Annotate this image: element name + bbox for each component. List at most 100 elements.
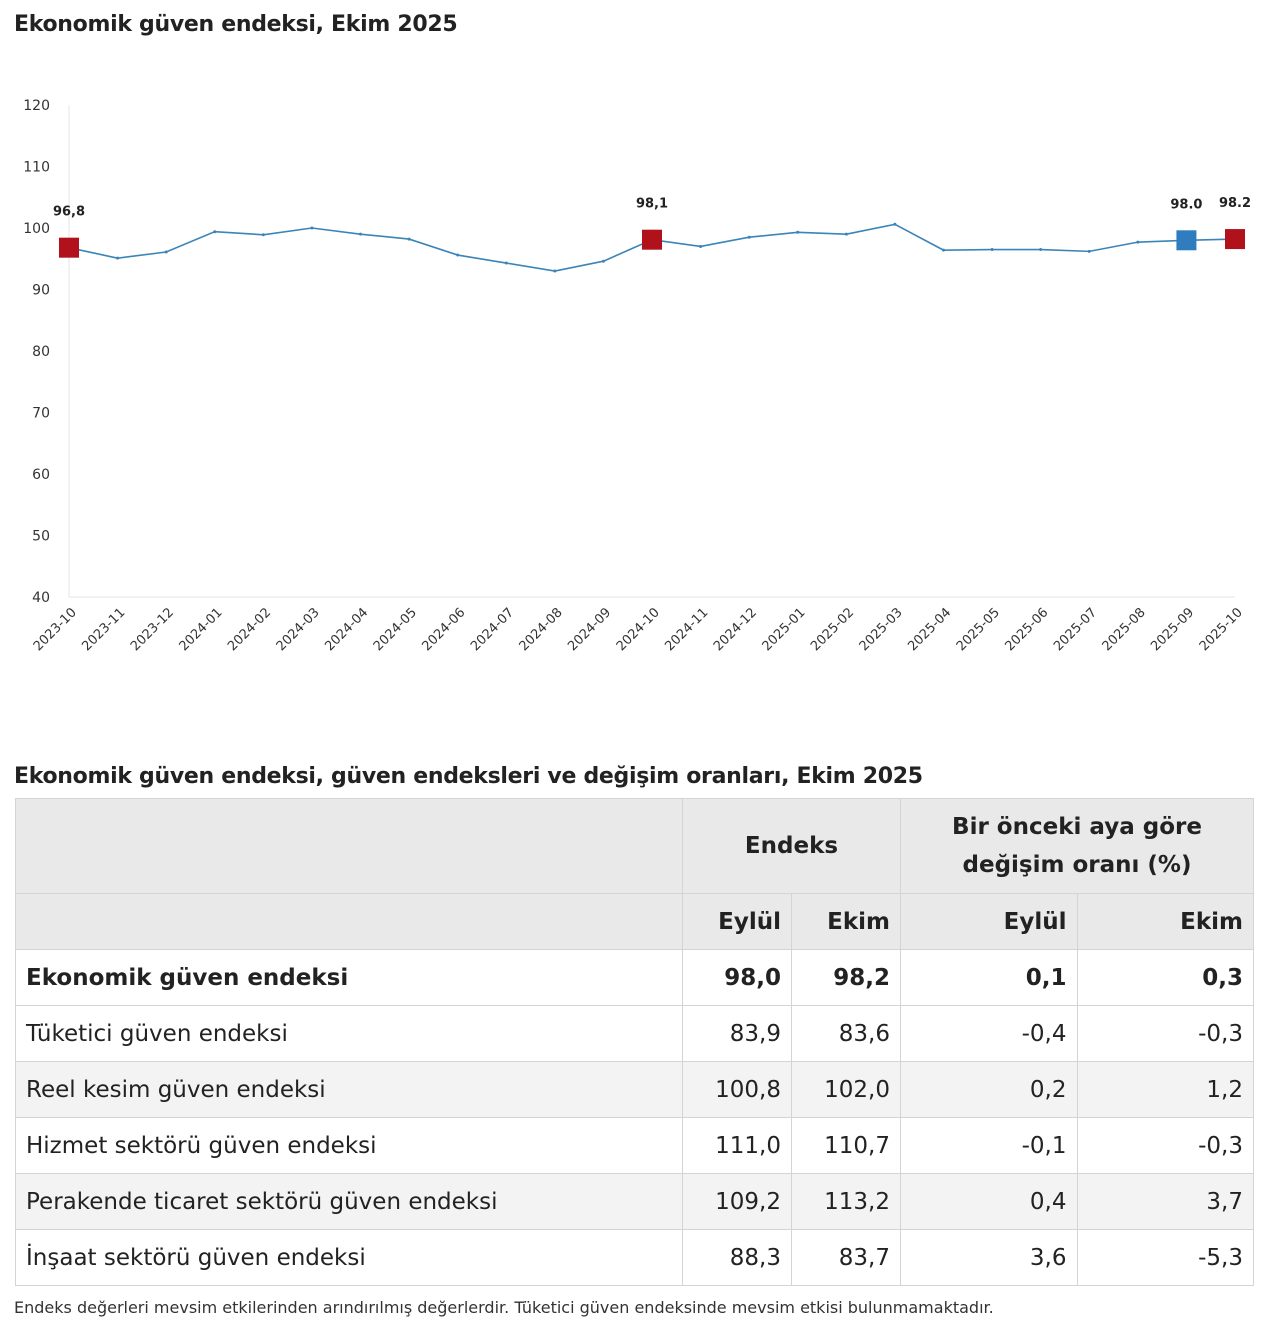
cell-label: Perakende ticaret sektörü güven endeksi <box>15 1173 683 1230</box>
footnote: Endeks değerleri mevsim etkilerinden arı… <box>14 1298 994 1317</box>
x-tick-label: 2023-12 <box>128 605 177 654</box>
x-tick-label: 2024-03 <box>274 605 323 654</box>
table-row: Hizmet sektörü güven endeksi 111,0 110,7 -0… <box>15 1117 1254 1174</box>
data-point <box>844 232 848 236</box>
y-tick-label: 60 <box>32 467 50 483</box>
cell-value: 3,6 <box>900 1229 1078 1286</box>
cell-value: -0,1 <box>900 1117 1078 1174</box>
y-tick-label: 90 <box>32 283 50 299</box>
y-tick-label: 70 <box>32 406 50 422</box>
cell-label: İnşaat sektörü güven endeksi <box>15 1229 683 1286</box>
cell-value: 88,3 <box>682 1229 792 1286</box>
data-label: 98,1 <box>636 197 668 212</box>
header-endeks: Endeks <box>682 798 901 894</box>
cell-value: 98,2 <box>791 949 901 1006</box>
cell-value: 83,7 <box>791 1229 901 1286</box>
cell-value: 110,7 <box>791 1117 901 1174</box>
cell-label: Reel kesim güven endeksi <box>15 1061 683 1118</box>
header-change: Bir önceki aya göre değişim oranı (%) <box>900 798 1254 894</box>
x-tick-label: 2024-04 <box>322 605 371 654</box>
data-point <box>942 248 945 252</box>
x-tick-label: 2024-11 <box>662 605 711 654</box>
x-tick-label: 2025-06 <box>1002 605 1051 654</box>
cell-value: 109,2 <box>682 1173 792 1230</box>
x-tick-label: 2025-03 <box>857 605 906 654</box>
cell-value: -0,4 <box>900 1005 1078 1062</box>
x-tick-label: 2025-04 <box>905 605 954 654</box>
data-point <box>990 248 994 252</box>
subheader: Ekim <box>791 893 901 950</box>
x-tick-label: 2024-07 <box>468 605 517 654</box>
table-row: Reel kesim güven endeksi 100,8 102,0 0,2 1,2 <box>15 1061 1254 1118</box>
data-point <box>1136 240 1140 244</box>
data-point <box>1087 249 1091 253</box>
table-row: Ekonomik güven endeksi 98,0 98,2 0,1 0,3 <box>15 949 1254 1006</box>
data-point <box>359 232 362 236</box>
cell-value: 0,3 <box>1076 949 1254 1006</box>
data-point <box>504 261 508 265</box>
cell-value: 0,4 <box>900 1173 1078 1230</box>
data-point <box>310 226 314 230</box>
data-point <box>1039 248 1043 252</box>
x-tick-label: 2023-10 <box>31 605 80 654</box>
data-point <box>893 222 897 226</box>
cell-label: Ekonomik güven endeksi <box>15 949 683 1006</box>
x-tick-label: 2025-09 <box>1148 605 1197 654</box>
x-tick-label: 2025-01 <box>760 605 809 654</box>
header-empty <box>15 798 683 894</box>
cell-value: -5,3 <box>1076 1229 1254 1286</box>
subheader: Eylül <box>682 893 792 950</box>
subheader: Ekim <box>1076 893 1254 950</box>
cell-value: 0,1 <box>900 949 1078 1006</box>
data-point <box>796 230 800 234</box>
x-tick-label: 2024-12 <box>711 605 760 654</box>
x-tick-label: 2023-11 <box>79 605 128 654</box>
y-tick-label: 100 <box>23 221 50 237</box>
table-row: Tüketici güven endeksi 83,9 83,6 -0,4 -0,3 <box>15 1005 1254 1062</box>
x-tick-label: 2024-08 <box>517 605 566 654</box>
cell-label: Tüketici güven endeksi <box>15 1005 683 1062</box>
highlight-marker <box>59 237 79 258</box>
data-table: Endeks Bir önceki aya göre değişim oranı… <box>15 798 1254 1286</box>
data-point <box>261 233 265 237</box>
data-point <box>456 253 460 257</box>
x-tick-label: 2024-10 <box>614 605 663 654</box>
x-tick-label: 2024-09 <box>565 605 614 654</box>
data-point <box>747 235 751 239</box>
x-tick-label: 2024-06 <box>419 605 468 654</box>
data-point <box>601 259 605 263</box>
cell-value: 113,2 <box>791 1173 901 1230</box>
table-title: Ekonomik güven endeksi, güven endeksleri… <box>14 764 923 789</box>
cell-value: 83,9 <box>682 1005 792 1062</box>
line-chart: 40 50 60 70 80 90 100 110 120 2023-10 2023-11 2023-… <box>23 98 1251 654</box>
cell-value: 111,0 <box>682 1117 792 1174</box>
data-point <box>116 256 120 260</box>
cell-value: 0,2 <box>900 1061 1078 1118</box>
data-label: 98.0 <box>1170 197 1202 212</box>
cell-value: 100,8 <box>682 1061 792 1118</box>
data-point <box>407 237 411 241</box>
x-tick-label: 2025-08 <box>1100 605 1149 654</box>
cell-label: Hizmet sektörü güven endeksi <box>15 1117 683 1174</box>
data-label: 96,8 <box>53 205 85 220</box>
highlight-marker <box>1225 229 1245 250</box>
highlight-marker <box>1176 230 1197 251</box>
x-tick-label: 2025-07 <box>1051 605 1100 654</box>
data-label: 98.2 <box>1219 196 1251 211</box>
highlight-marker <box>642 229 662 250</box>
y-tick-label: 50 <box>32 529 50 545</box>
x-tick-label: 2025-05 <box>954 605 1003 654</box>
chart-title: Ekonomik güven endeksi, Ekim 2025 <box>14 12 458 37</box>
data-point <box>213 230 217 234</box>
x-tick-label: 2025-10 <box>1197 605 1246 654</box>
table-row: Perakende ticaret sektörü güven endeksi 1… <box>15 1173 1254 1230</box>
cell-value: 83,6 <box>791 1005 901 1062</box>
data-point <box>553 269 557 273</box>
x-tick-label: 2024-01 <box>177 605 226 654</box>
y-tick-label: 110 <box>23 160 50 176</box>
y-tick-label: 40 <box>32 590 50 606</box>
header-empty-2 <box>15 893 683 950</box>
cell-value: -0,3 <box>1076 1117 1254 1174</box>
subheader: Eylül <box>900 893 1078 950</box>
x-tick-label: 2024-02 <box>225 605 274 654</box>
